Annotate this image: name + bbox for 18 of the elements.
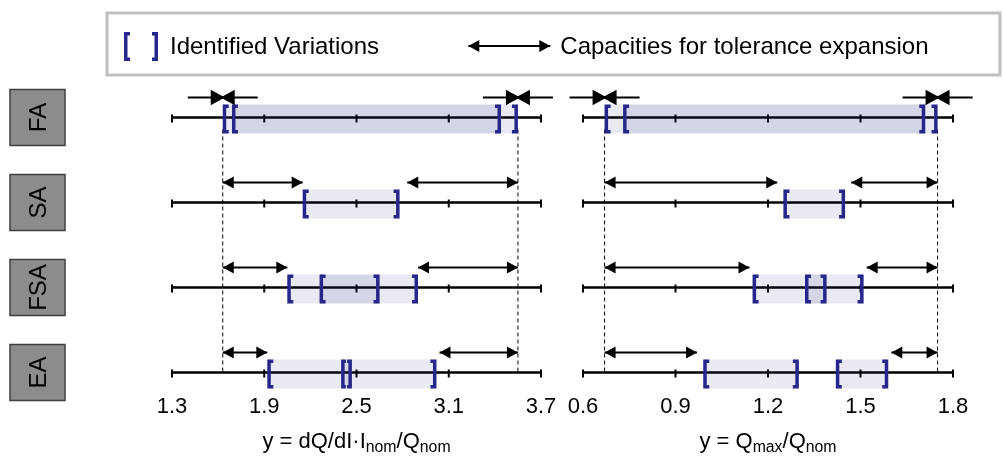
x-tick-label: 1.3 xyxy=(156,392,188,418)
legend-label: Capacities for tolerance expansion xyxy=(560,32,929,59)
y-tick-label: FA xyxy=(24,102,51,133)
x-tick-label: 0.6 xyxy=(567,392,599,418)
x-tick-label: 1.8 xyxy=(937,392,969,418)
x-tick-label: 3.1 xyxy=(433,392,465,418)
x-tick-label: 1.9 xyxy=(248,392,280,418)
x-tick-label: 0.9 xyxy=(660,392,691,418)
x-tick-label: 2.5 xyxy=(341,392,372,418)
x-tick-label: 3.7 xyxy=(525,392,557,418)
y-tick-label: FSA xyxy=(24,264,51,311)
y-tick-label: EA xyxy=(24,356,51,389)
x-tick-label: 1.5 xyxy=(845,392,876,418)
x-tick-label: 1.2 xyxy=(752,392,784,418)
y-tick-label: SA xyxy=(24,186,51,219)
x-axis-title: y = Q$_{max}$/Q$_{nom}$ xyxy=(699,427,837,455)
x-axis-title: y = dQ/dI·I$_{nom}$/Q$_{nom}$ xyxy=(262,427,451,455)
legend-label: Identified Variations xyxy=(170,32,380,59)
